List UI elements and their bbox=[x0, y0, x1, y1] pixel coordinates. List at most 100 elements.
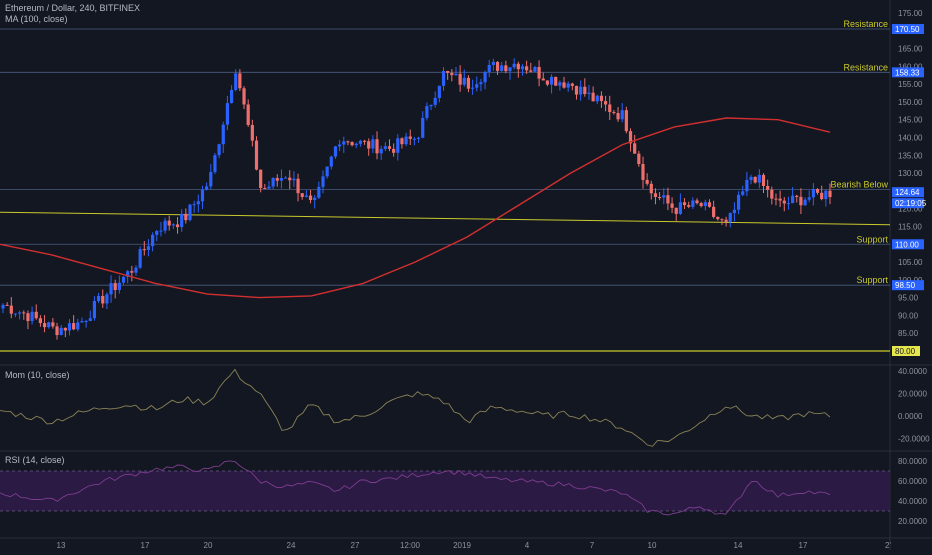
candle-body bbox=[549, 76, 554, 85]
candle-body bbox=[778, 198, 782, 201]
candle-body bbox=[774, 198, 778, 200]
price-tag bbox=[892, 67, 924, 78]
candle-body bbox=[142, 249, 146, 251]
candle-body bbox=[387, 146, 392, 149]
candle-body bbox=[63, 327, 67, 331]
candle-body bbox=[192, 204, 196, 206]
candle-body bbox=[271, 178, 275, 187]
candle-body bbox=[516, 63, 520, 70]
candle-body bbox=[180, 213, 184, 228]
candle-body bbox=[624, 110, 628, 132]
candle-body bbox=[766, 186, 770, 190]
candle-body bbox=[317, 186, 321, 198]
candle-body bbox=[362, 140, 367, 142]
candle-body bbox=[76, 322, 80, 330]
candle-body bbox=[500, 65, 504, 71]
candle-body bbox=[728, 213, 732, 222]
time-axis-label: 7 bbox=[590, 541, 595, 550]
candle-body bbox=[520, 66, 525, 70]
candle-body bbox=[412, 138, 417, 140]
candle-body bbox=[579, 86, 583, 95]
candle-body bbox=[267, 186, 271, 189]
candle-body bbox=[691, 200, 695, 207]
candle-body bbox=[811, 188, 815, 198]
candle-body bbox=[653, 193, 658, 198]
candle-body bbox=[383, 146, 387, 149]
candle-body bbox=[171, 224, 175, 226]
time-axis-label: 13 bbox=[57, 541, 66, 550]
momentum-axis-label: -20.0000 bbox=[898, 435, 930, 444]
candle-body bbox=[163, 220, 167, 231]
candle-body bbox=[329, 156, 333, 167]
momentum-line bbox=[0, 368, 831, 447]
candle-body bbox=[595, 95, 599, 102]
candle-body bbox=[695, 200, 699, 204]
candle-body bbox=[155, 231, 159, 235]
candle-body bbox=[707, 202, 712, 207]
price-axis-label: 115.00 bbox=[898, 222, 922, 231]
candle-body bbox=[350, 142, 354, 146]
candle-body bbox=[645, 179, 649, 184]
level-label: Support bbox=[856, 234, 888, 244]
price-axis-label: 145.00 bbox=[898, 116, 923, 125]
candle-body bbox=[175, 224, 180, 228]
candle-body bbox=[670, 203, 674, 208]
candle-body bbox=[167, 220, 171, 226]
trendline bbox=[0, 211, 891, 226]
candle-body bbox=[134, 267, 138, 273]
candle-body bbox=[84, 320, 88, 322]
candle-body bbox=[446, 71, 450, 73]
candle-body bbox=[38, 318, 43, 324]
time-axis-label: 2019 bbox=[453, 541, 471, 550]
candle-body bbox=[616, 113, 620, 120]
candle-body bbox=[400, 138, 404, 145]
candle-body bbox=[545, 80, 550, 85]
candle-body bbox=[42, 323, 47, 328]
candle-body bbox=[392, 148, 396, 153]
price-tag bbox=[892, 24, 924, 35]
candle-body bbox=[22, 312, 26, 314]
candle-body bbox=[703, 202, 707, 207]
candle-body bbox=[471, 87, 475, 89]
price-tag-label: 98.50 bbox=[895, 281, 916, 290]
candle-body bbox=[416, 137, 421, 139]
price-axis-label: 85.00 bbox=[898, 329, 919, 338]
candle-body bbox=[678, 202, 682, 214]
candle-body bbox=[612, 112, 616, 114]
candle-body bbox=[628, 131, 633, 144]
candle-body bbox=[263, 188, 267, 190]
time-axis-label: 10 bbox=[648, 541, 657, 550]
rsi-axis-label: 20.0000 bbox=[898, 517, 927, 526]
candle-body bbox=[396, 138, 400, 153]
last-price-label: 124.64 bbox=[895, 188, 920, 197]
candle-body bbox=[537, 66, 541, 79]
candle-body bbox=[541, 78, 545, 81]
candle-body bbox=[450, 72, 454, 76]
candle-body bbox=[504, 65, 508, 72]
candle-body bbox=[603, 101, 608, 105]
candle-body bbox=[462, 77, 466, 85]
candle-body bbox=[200, 189, 205, 202]
time-axis-label: 27 bbox=[351, 541, 360, 550]
price-tag-label: 80.00 bbox=[895, 347, 916, 356]
price-axis-label: 120.00 bbox=[898, 205, 923, 214]
price-axis-label: 150.00 bbox=[898, 98, 923, 107]
price-axis-label: 135.00 bbox=[898, 151, 923, 160]
candle-body bbox=[51, 322, 55, 327]
candle-body bbox=[209, 171, 213, 187]
candle-body bbox=[109, 283, 113, 295]
candle-body bbox=[562, 82, 566, 88]
candle-body bbox=[196, 201, 200, 205]
candle-body bbox=[749, 176, 753, 180]
price-axis-label: 165.00 bbox=[898, 45, 923, 54]
candle-body bbox=[55, 326, 59, 336]
candle-body bbox=[151, 234, 155, 247]
candle-body bbox=[296, 178, 300, 194]
time-axis-label: 4 bbox=[525, 541, 530, 550]
candle-body bbox=[225, 103, 230, 125]
candle-body bbox=[121, 276, 126, 283]
candle-body bbox=[786, 203, 791, 205]
candle-body bbox=[425, 106, 429, 118]
